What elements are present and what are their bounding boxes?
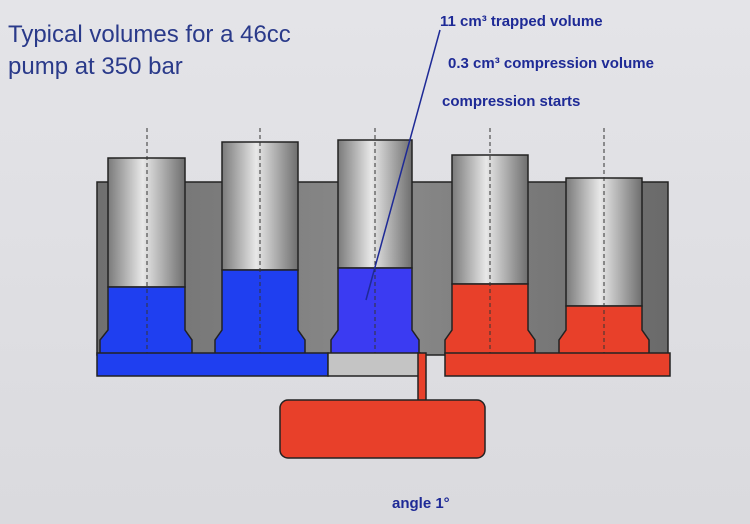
pistons [99,139,650,356]
label: 0.3 cm³ compression volume [448,55,654,72]
pointer-line [365,29,441,301]
angle-label: angle 1° [392,495,450,512]
title-line: Typical volumes for a 46cc [8,21,291,48]
title-line: pump at 350 bar [8,53,183,80]
valve-plate [96,352,671,459]
label: compression starts [442,93,580,110]
label: 11 cm³ trapped volume [440,13,603,30]
center-lines [146,128,605,355]
